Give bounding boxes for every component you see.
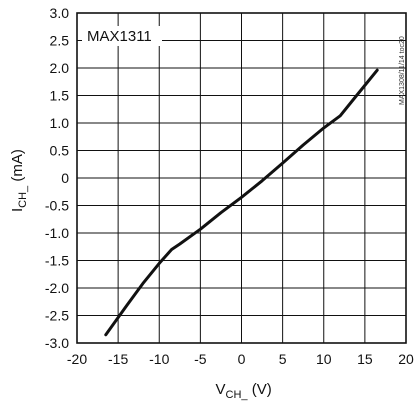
- y-tick-label: -2.0: [45, 280, 69, 296]
- y-tick-label: -1.0: [45, 225, 69, 241]
- x-tick-label: -10: [149, 351, 169, 367]
- figure-code: MAX1308/11/14 toc20: [399, 36, 406, 105]
- x-axis-title: VCH_ (V): [216, 381, 272, 401]
- x-tick-label: 15: [357, 351, 373, 367]
- x-tick-label: 10: [316, 351, 332, 367]
- x-axis-title-subscript: CH_: [226, 389, 249, 401]
- y-tick-label: 2.5: [50, 33, 70, 49]
- y-axis-title-subscript: CH_: [17, 185, 29, 208]
- x-tick-label: -20: [67, 351, 87, 367]
- y-tick-label: 1.0: [50, 115, 70, 131]
- y-axis-title-main: I: [9, 208, 26, 212]
- y-tick-label: 1.5: [50, 88, 70, 104]
- y-tick-label: 0.5: [50, 143, 70, 159]
- x-axis-title-unit: (V): [248, 381, 272, 398]
- y-tick-labels: 3.0 2.5 2.0 1.5 1.0 0.5 0 -0.5 -1.0 -1.5 -2.0 -2.5 -…: [45, 5, 69, 351]
- chip-label-background: [82, 26, 162, 46]
- y-tick-label: -0.5: [45, 198, 69, 214]
- series-line: [104, 68, 379, 337]
- y-tick-label: 0: [61, 170, 69, 186]
- plot-frame: [76, 12, 407, 344]
- x-tick-label: 20: [398, 351, 414, 367]
- chip-label: MAX1311: [87, 28, 152, 45]
- y-axis-title: ICH_ (mA): [9, 149, 29, 212]
- y-axis-title-unit: (mA): [9, 149, 26, 186]
- y-tick-label: 2.0: [50, 60, 70, 76]
- x-tick-label: 0: [238, 351, 246, 367]
- y-tick-label: -1.5: [45, 253, 69, 269]
- x-tick-label: -15: [108, 351, 128, 367]
- y-tick-label: -3.0: [45, 335, 69, 351]
- x-axis-title-main: V: [216, 381, 226, 398]
- x-tick-label: -5: [194, 351, 207, 367]
- x-tick-labels: -20 -15 -10 -5 0 5 10 15 20: [67, 351, 414, 367]
- y-tick-label: -2.5: [45, 308, 69, 324]
- y-tick-label: 3.0: [50, 5, 70, 21]
- x-tick-label: 5: [279, 351, 287, 367]
- grid-lines: [77, 13, 406, 343]
